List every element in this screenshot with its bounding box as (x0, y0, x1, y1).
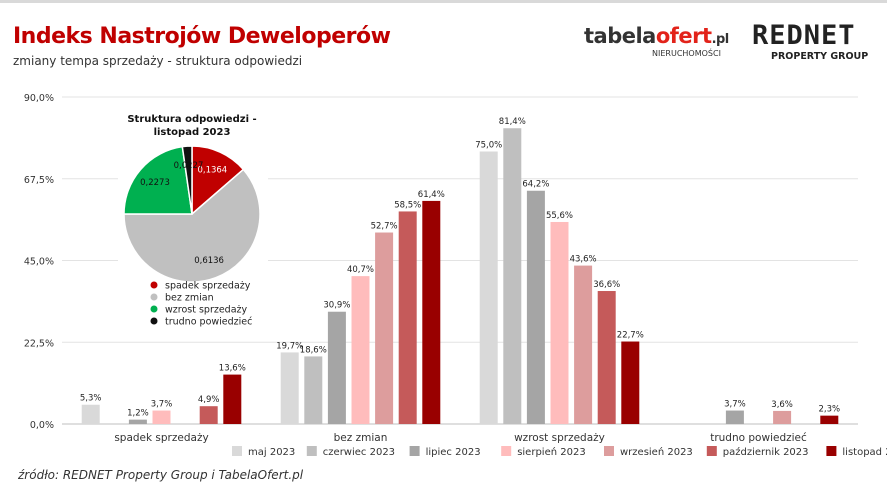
bar-data-label: 3,7% (724, 400, 746, 410)
page-subtitle: zmiany tempa sprzedaży - struktura odpow… (13, 54, 303, 68)
bar (280, 352, 299, 424)
bar (199, 406, 218, 424)
pie-legend-dot (150, 293, 158, 301)
pie-legend-label: wzrost sprzedaży (165, 305, 248, 316)
page-title: Indeks Nastrojów Deweloperów (13, 24, 391, 49)
bar (327, 311, 346, 424)
bar-data-label: 1,2% (127, 409, 149, 419)
bar-data-label: 3,6% (771, 400, 793, 410)
bar (503, 128, 522, 424)
bar (351, 276, 370, 424)
x-category-label: bez zmian (334, 432, 388, 444)
pie-slice (123, 145, 193, 215)
bar (550, 221, 569, 424)
pie-slice-label: 0,1364 (197, 165, 227, 175)
pie-slice-label: 0,6136 (194, 256, 224, 266)
legend-swatch (706, 446, 717, 456)
bar (398, 211, 417, 424)
bar-data-label: 43,6% (570, 255, 597, 265)
pie-slice (191, 145, 245, 216)
pie-slice (181, 145, 193, 215)
bar (597, 291, 616, 424)
bar-data-label: 2,3% (818, 405, 840, 415)
legend-swatch (826, 446, 837, 456)
top-border (0, 0, 887, 3)
bar-data-label: 55,6% (546, 211, 573, 221)
bar-data-label: 19,7% (276, 341, 303, 351)
bar-data-label: 22,7% (617, 331, 644, 341)
legend-swatch (306, 446, 317, 456)
bar (479, 151, 498, 424)
legend-swatch (409, 446, 420, 456)
x-category-label: wzrost sprzedaży (514, 432, 605, 444)
bar-data-label: 3,7% (151, 400, 173, 410)
x-category-label: spadek sprzedaży (114, 432, 208, 444)
bar (152, 410, 171, 424)
legend-swatch (604, 446, 614, 456)
bar-data-label: 30,9% (323, 301, 350, 311)
legend-label: październik 2023 (723, 446, 809, 458)
legend-swatch (501, 446, 512, 456)
bar (725, 410, 744, 424)
pie-legend-dot (150, 305, 158, 313)
bar-data-label: 13,6% (219, 364, 246, 374)
source-note: źródło: REDNET Property Group i TabelaOf… (18, 468, 304, 482)
bar-data-label: 40,7% (347, 265, 374, 275)
bar-data-label: 81,4% (499, 117, 526, 127)
bar (820, 415, 839, 424)
legend-label: wrzesień 2023 (620, 446, 693, 458)
bar-data-label: 4,9% (198, 395, 220, 405)
bar (574, 265, 593, 424)
y-tick-label: 0,0% (30, 420, 54, 431)
pie-slice-label: 0,0227 (174, 161, 204, 171)
y-tick-label: 22,5% (24, 338, 54, 349)
pie-slice-label: 0,2273 (140, 178, 170, 188)
bar-data-label: 5,3% (80, 394, 102, 404)
bar-data-label: 52,7% (371, 222, 398, 232)
legend-label: listopad 2023 (842, 447, 887, 458)
legend-label: maj 2023 (248, 447, 295, 458)
bar (375, 232, 394, 424)
bar-data-label: 61,4% (418, 190, 445, 200)
bar-data-label: 36,6% (593, 280, 620, 290)
x-category-label: trudno powiedzieć (710, 432, 807, 444)
pie-legend-label: spadek sprzedaży (165, 281, 251, 292)
bar (621, 341, 640, 424)
pie-title: listopad 2023 (154, 127, 231, 138)
pie-legend-label: trudno powiedzieć (165, 317, 252, 328)
rednet-logo: REDNET (752, 20, 856, 51)
legend-label: czerwiec 2023 (323, 447, 395, 458)
bar (526, 190, 545, 424)
tabelaofert-logo-sub: NIERUCHOMOŚCI (652, 49, 721, 58)
y-tick-label: 67,5% (24, 175, 54, 186)
bar (422, 200, 441, 424)
bar (128, 419, 147, 424)
bar-data-label: 18,6% (300, 345, 327, 355)
legend-label: sierpień 2023 (517, 446, 586, 458)
pie-legend-label: bez zmian (165, 293, 214, 304)
pie-legend-dot (150, 281, 158, 289)
pie-title: Struktura odpowiedzi - (127, 114, 256, 125)
legend-label: lipiec 2023 (426, 447, 481, 458)
bar (773, 410, 792, 424)
bar-data-label: 75,0% (475, 141, 502, 151)
bar (223, 374, 242, 424)
tabelaofert-logo: tabelaofert.pl (584, 24, 729, 48)
y-tick-label: 90,0% (24, 93, 54, 104)
pie-slice (123, 168, 261, 283)
bar (304, 356, 323, 424)
pie-legend-dot (150, 317, 158, 325)
bar-data-label: 58,5% (394, 200, 421, 210)
y-tick-label: 45,0% (24, 257, 54, 268)
legend-swatch (232, 446, 242, 456)
rednet-logo-sub: PROPERTY GROUP (771, 51, 869, 62)
bar (81, 404, 100, 424)
bar-data-label: 64,2% (522, 180, 549, 190)
